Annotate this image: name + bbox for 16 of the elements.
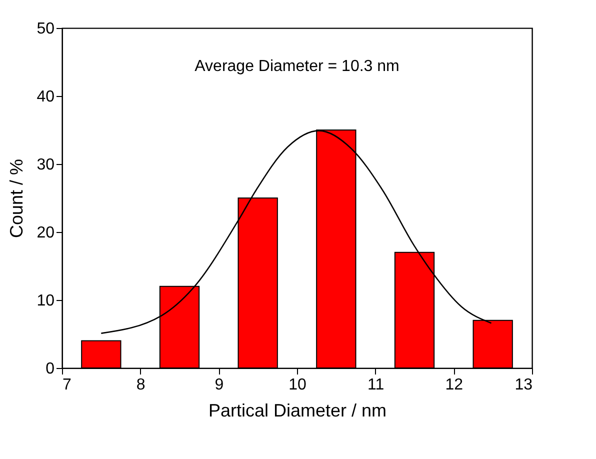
x-tick-label: 12	[445, 376, 464, 394]
y-tick-label: 0	[46, 360, 55, 378]
x-tick-label: 10	[288, 376, 306, 394]
x-tick-label: 7	[62, 376, 72, 394]
y-tick-label: 40	[36, 88, 55, 106]
y-tick-label: 20	[36, 224, 55, 242]
x-tick-label: 8	[136, 376, 146, 394]
x-axis-title: Partical Diameter / nm	[208, 400, 387, 420]
y-tick-label: 30	[36, 156, 55, 174]
x-tick-label: 11	[368, 376, 384, 394]
y-tick-label: 10	[36, 292, 55, 310]
x-tick-label: 9	[214, 376, 224, 394]
x-tick-label: 13	[514, 376, 533, 394]
y-tick-label: 50	[36, 20, 55, 38]
annotation: Average Diameter = 10.3 nm	[194, 58, 400, 75]
y-axis-title: Count / %	[6, 158, 27, 238]
